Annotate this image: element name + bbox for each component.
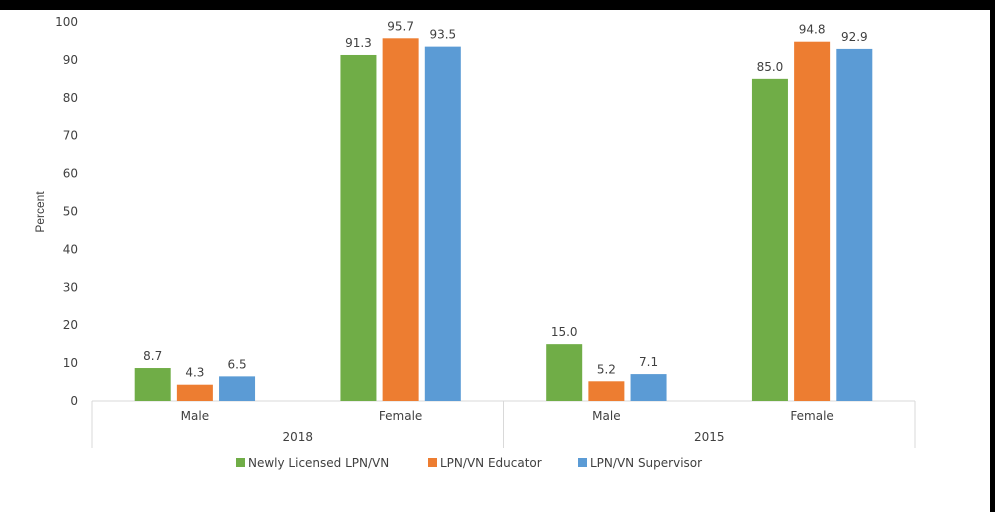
bar-chart: 0 10 20 30 40 50 60 70 80 90 100 Percent 8.7 91.3 15… bbox=[33, 15, 916, 470]
data-labels: 8.7 91.3 15.0 85.0 4.3 95.7 5.2 94.8 6.5 93.5 7.1 9… bbox=[143, 19, 868, 379]
y-tick-label: 10 bbox=[63, 356, 78, 370]
data-label: 7.1 bbox=[639, 355, 658, 369]
legend-label: LPN/VN Supervisor bbox=[590, 456, 702, 470]
bar bbox=[794, 41, 831, 401]
data-label: 85.0 bbox=[757, 60, 784, 74]
y-tick-label: 30 bbox=[63, 280, 78, 294]
bars bbox=[134, 38, 873, 402]
x-category-label: Male bbox=[181, 409, 209, 423]
bar bbox=[219, 376, 256, 401]
y-tick-label: 40 bbox=[63, 242, 78, 256]
bar bbox=[630, 374, 667, 401]
data-label: 94.8 bbox=[799, 23, 826, 37]
bar bbox=[424, 46, 461, 401]
x-axis-categories: Male Female Male Female 2018 2015 bbox=[91, 401, 916, 448]
legend-label: Newly Licensed LPN/VN bbox=[248, 456, 389, 470]
legend-swatch bbox=[578, 458, 587, 467]
x-category-label: Male bbox=[592, 409, 620, 423]
bar bbox=[751, 78, 788, 401]
data-label: 15.0 bbox=[551, 325, 578, 339]
y-tick-label: 100 bbox=[55, 15, 78, 29]
bar bbox=[134, 368, 171, 401]
chart-frame: 0 10 20 30 40 50 60 70 80 90 100 Percent 8.7 91.3 15… bbox=[0, 10, 990, 512]
data-label: 91.3 bbox=[345, 36, 372, 50]
data-label: 6.5 bbox=[228, 357, 247, 371]
x-category-label: Female bbox=[379, 409, 422, 423]
legend-swatch bbox=[428, 458, 437, 467]
x-category-label: Female bbox=[790, 409, 833, 423]
data-label: 93.5 bbox=[429, 28, 456, 42]
y-tick-label: 80 bbox=[63, 91, 78, 105]
bar bbox=[836, 48, 873, 402]
y-axis-label: Percent bbox=[33, 191, 47, 233]
data-label: 5.2 bbox=[597, 362, 616, 376]
y-tick-label: 70 bbox=[63, 129, 78, 143]
x-group-label: 2018 bbox=[282, 430, 313, 444]
y-tick-label: 90 bbox=[63, 53, 78, 67]
y-tick-label: 20 bbox=[63, 318, 78, 332]
bar bbox=[588, 381, 625, 401]
y-axis: 0 10 20 30 40 50 60 70 80 90 100 bbox=[55, 15, 78, 408]
data-label: 8.7 bbox=[143, 349, 162, 363]
bar bbox=[546, 344, 583, 401]
legend-label: LPN/VN Educator bbox=[440, 456, 542, 470]
y-tick-label: 50 bbox=[63, 205, 78, 219]
bar bbox=[382, 38, 419, 401]
data-label: 4.3 bbox=[185, 366, 204, 380]
bar bbox=[176, 384, 213, 401]
legend-swatch bbox=[236, 458, 245, 467]
data-label: 92.9 bbox=[841, 30, 868, 44]
y-tick-label: 60 bbox=[63, 167, 78, 181]
y-tick-label: 0 bbox=[70, 394, 78, 408]
legend: Newly Licensed LPN/VN LPN/VN Educator LPN/… bbox=[236, 456, 702, 470]
data-label: 95.7 bbox=[387, 19, 414, 33]
x-group-label: 2015 bbox=[694, 430, 725, 444]
bar bbox=[340, 54, 377, 402]
